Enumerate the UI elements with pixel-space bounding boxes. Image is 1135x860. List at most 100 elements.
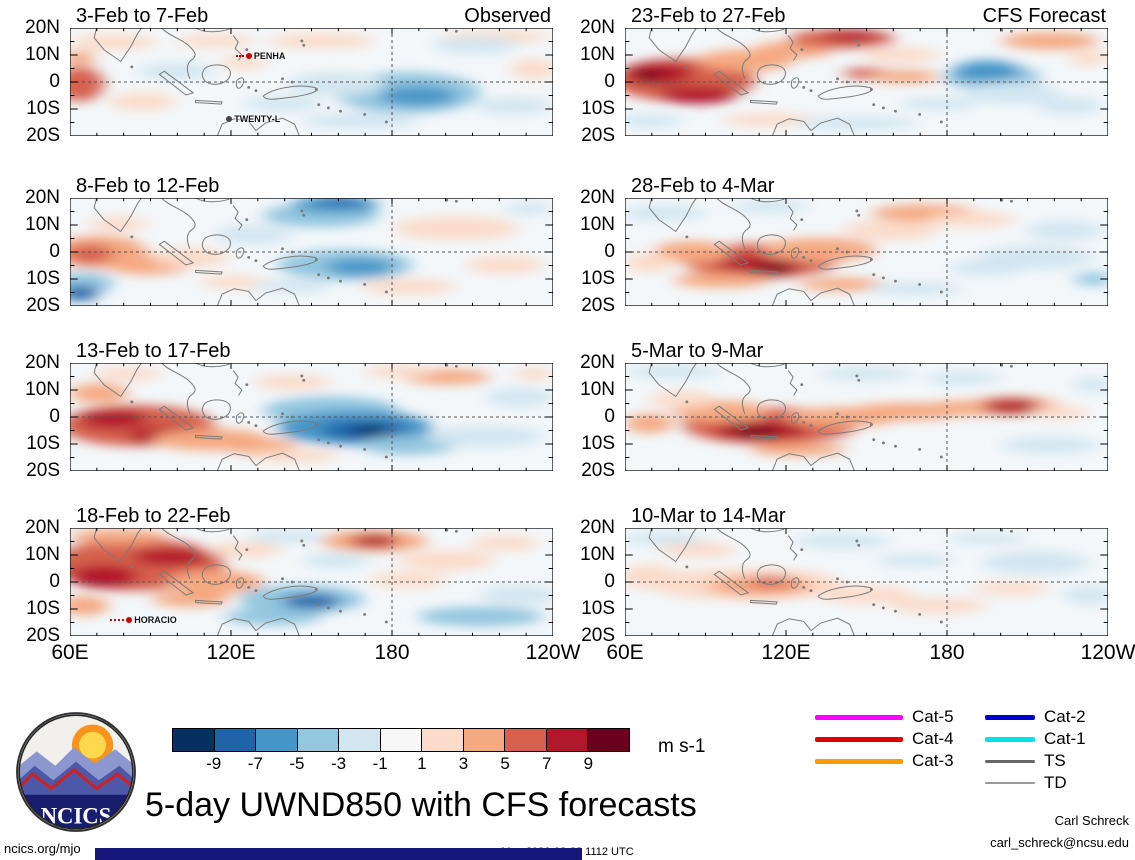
legend-label: Cat-2 bbox=[1044, 707, 1086, 726]
colorbar-tick-label: -9 bbox=[206, 754, 222, 773]
storm-marker-icon bbox=[126, 616, 133, 623]
map-svg bbox=[625, 198, 1108, 306]
panel-header: 10-Mar to 14-Mar bbox=[625, 502, 1108, 528]
map-svg bbox=[625, 28, 1108, 136]
colorbar-tick-label: -1 bbox=[372, 754, 388, 773]
map-svg bbox=[70, 528, 553, 636]
units-label: m s-1 bbox=[658, 736, 706, 757]
ncics-logo: NCICS bbox=[14, 710, 138, 834]
colorbar-cell bbox=[463, 729, 506, 751]
colorbar-cell bbox=[173, 729, 215, 751]
storm-marker-icon bbox=[245, 53, 252, 60]
lat-tick-label: 0 bbox=[604, 71, 615, 92]
lat-tick-label: 10S bbox=[26, 98, 60, 119]
legend-group-2: Cat-2 Cat-1 TS TD bbox=[985, 706, 1135, 794]
lat-tick-label: 20S bbox=[581, 625, 615, 646]
storm-label: TWENTY-L bbox=[226, 114, 280, 124]
map-canvas bbox=[625, 28, 1108, 136]
coastlines bbox=[649, 28, 1013, 136]
coastlines bbox=[94, 363, 458, 471]
lat-tick-label: 20N bbox=[580, 17, 615, 38]
panel-observed-3: 13-Feb to 17-Feb 20N 10N 0 10S 20S bbox=[25, 337, 553, 481]
lat-tick-label: 20N bbox=[25, 187, 60, 208]
map-canvas bbox=[625, 363, 1108, 471]
lat-tick-label: 10S bbox=[581, 598, 615, 619]
panel-title: 23-Feb to 27-Feb bbox=[631, 5, 786, 27]
panel-header: 18-Feb to 22-Feb bbox=[70, 502, 553, 528]
lon-tick-label: 180 bbox=[374, 641, 410, 664]
coastlines bbox=[94, 28, 458, 136]
lat-tick-label: 10N bbox=[580, 544, 615, 565]
legend-label: Cat-3 bbox=[912, 751, 954, 770]
colorbar-tick-label: 5 bbox=[500, 754, 510, 773]
column-header-observed: Observed bbox=[464, 5, 551, 27]
lat-tick-label: 10N bbox=[580, 379, 615, 400]
legend-line-swatch bbox=[985, 736, 1035, 742]
colorbar-cell bbox=[546, 729, 589, 751]
map-canvas bbox=[625, 528, 1108, 636]
legend-label: TD bbox=[1044, 773, 1067, 792]
colorbar-tick-label: 3 bbox=[458, 754, 469, 773]
colorbar-tick-label: -3 bbox=[330, 754, 347, 773]
colorbar-cell bbox=[339, 729, 381, 751]
lat-axis-labels: 20N 10N 0 10S 20S bbox=[6, 17, 64, 146]
lon-tick-label: 120E bbox=[761, 641, 811, 664]
column-header-forecast: CFS Forecast bbox=[982, 5, 1106, 27]
lat-tick-label: 0 bbox=[49, 71, 60, 92]
footer-bar bbox=[95, 848, 582, 860]
panel-header: 28-Feb to 4-Mar bbox=[625, 172, 1108, 198]
colorbar-tick-label: 9 bbox=[583, 754, 594, 773]
colorbar-tick-label: 7 bbox=[541, 754, 552, 773]
lat-tick-label: 10S bbox=[26, 268, 60, 289]
legend-line-swatch bbox=[815, 736, 903, 742]
lat-axis-labels: 20N 10N 0 10S 20S bbox=[6, 352, 64, 481]
lat-tick-label: 20S bbox=[26, 125, 60, 146]
legend-row: TS bbox=[985, 750, 1135, 772]
colorbar-cell bbox=[214, 729, 257, 751]
lat-tick-label: 10S bbox=[26, 598, 60, 619]
lat-tick-label: 20N bbox=[580, 352, 615, 373]
panel-header: 13-Feb to 17-Feb bbox=[70, 337, 553, 363]
colorbar-tick-label: -5 bbox=[289, 754, 305, 773]
lat-axis-labels: 20N 10N 0 10S 20S bbox=[6, 517, 64, 646]
panel-observed-2: 8-Feb to 12-Feb 20N 10N 0 10S 20S bbox=[25, 172, 553, 316]
lat-tick-label: 10N bbox=[25, 544, 60, 565]
lat-tick-label: 10S bbox=[581, 433, 615, 454]
legend-group-1: Cat-5 Cat-4 Cat-3 bbox=[815, 706, 995, 772]
lat-tick-label: 20N bbox=[25, 17, 60, 38]
coastlines bbox=[94, 198, 458, 306]
lat-tick-label: 10S bbox=[581, 98, 615, 119]
legend-row: Cat-1 bbox=[985, 728, 1135, 750]
lat-tick-label: 10N bbox=[25, 44, 60, 65]
lat-tick-label: 0 bbox=[49, 241, 60, 262]
legend-row: Cat-4 bbox=[815, 728, 995, 750]
panel-forecast-4: 10-Mar to 14-Mar 20N 10N 0 10S 20S bbox=[580, 502, 1108, 646]
colorbar bbox=[172, 728, 630, 752]
storm-label: PENHA bbox=[235, 51, 285, 61]
colorbar-labels: -9 -7 -5 -3 -1 1 3 5 7 9 bbox=[172, 754, 630, 774]
lon-tick-label: 180 bbox=[929, 641, 965, 664]
credit-name: Carl Schreck bbox=[1054, 813, 1129, 828]
panel-forecast-2: 28-Feb to 4-Mar 20N 10N 0 10S 20S bbox=[580, 172, 1108, 316]
lat-tick-label: 0 bbox=[604, 406, 615, 427]
panel-forecast-3: 5-Mar to 9-Mar 20N 10N 0 10S 20S bbox=[580, 337, 1108, 481]
panel-forecast-1: 23-Feb to 27-Feb CFS Forecast 20N 10N 0 10S… bbox=[580, 2, 1108, 146]
coastlines bbox=[649, 363, 1013, 471]
panel-title: 13-Feb to 17-Feb bbox=[76, 340, 231, 362]
legend-line-swatch bbox=[815, 714, 903, 720]
coastlines bbox=[649, 528, 1013, 636]
lat-tick-label: 0 bbox=[604, 571, 615, 592]
map-canvas bbox=[70, 198, 553, 306]
legend-row: Cat-3 bbox=[815, 750, 995, 772]
panel-title: 18-Feb to 22-Feb bbox=[76, 505, 231, 527]
panel-title: 3-Feb to 7-Feb bbox=[76, 5, 209, 27]
lat-axis-labels: 20N 10N 0 10S 20S bbox=[6, 187, 64, 316]
legend-row: Cat-5 bbox=[815, 706, 995, 728]
lat-tick-label: 10N bbox=[25, 379, 60, 400]
lat-tick-label: 0 bbox=[604, 241, 615, 262]
legend-line-swatch bbox=[985, 782, 1035, 784]
lon-tick-label: 60E bbox=[51, 641, 89, 664]
lat-tick-label: 20N bbox=[580, 187, 615, 208]
lon-tick-label: 120W bbox=[525, 641, 581, 664]
